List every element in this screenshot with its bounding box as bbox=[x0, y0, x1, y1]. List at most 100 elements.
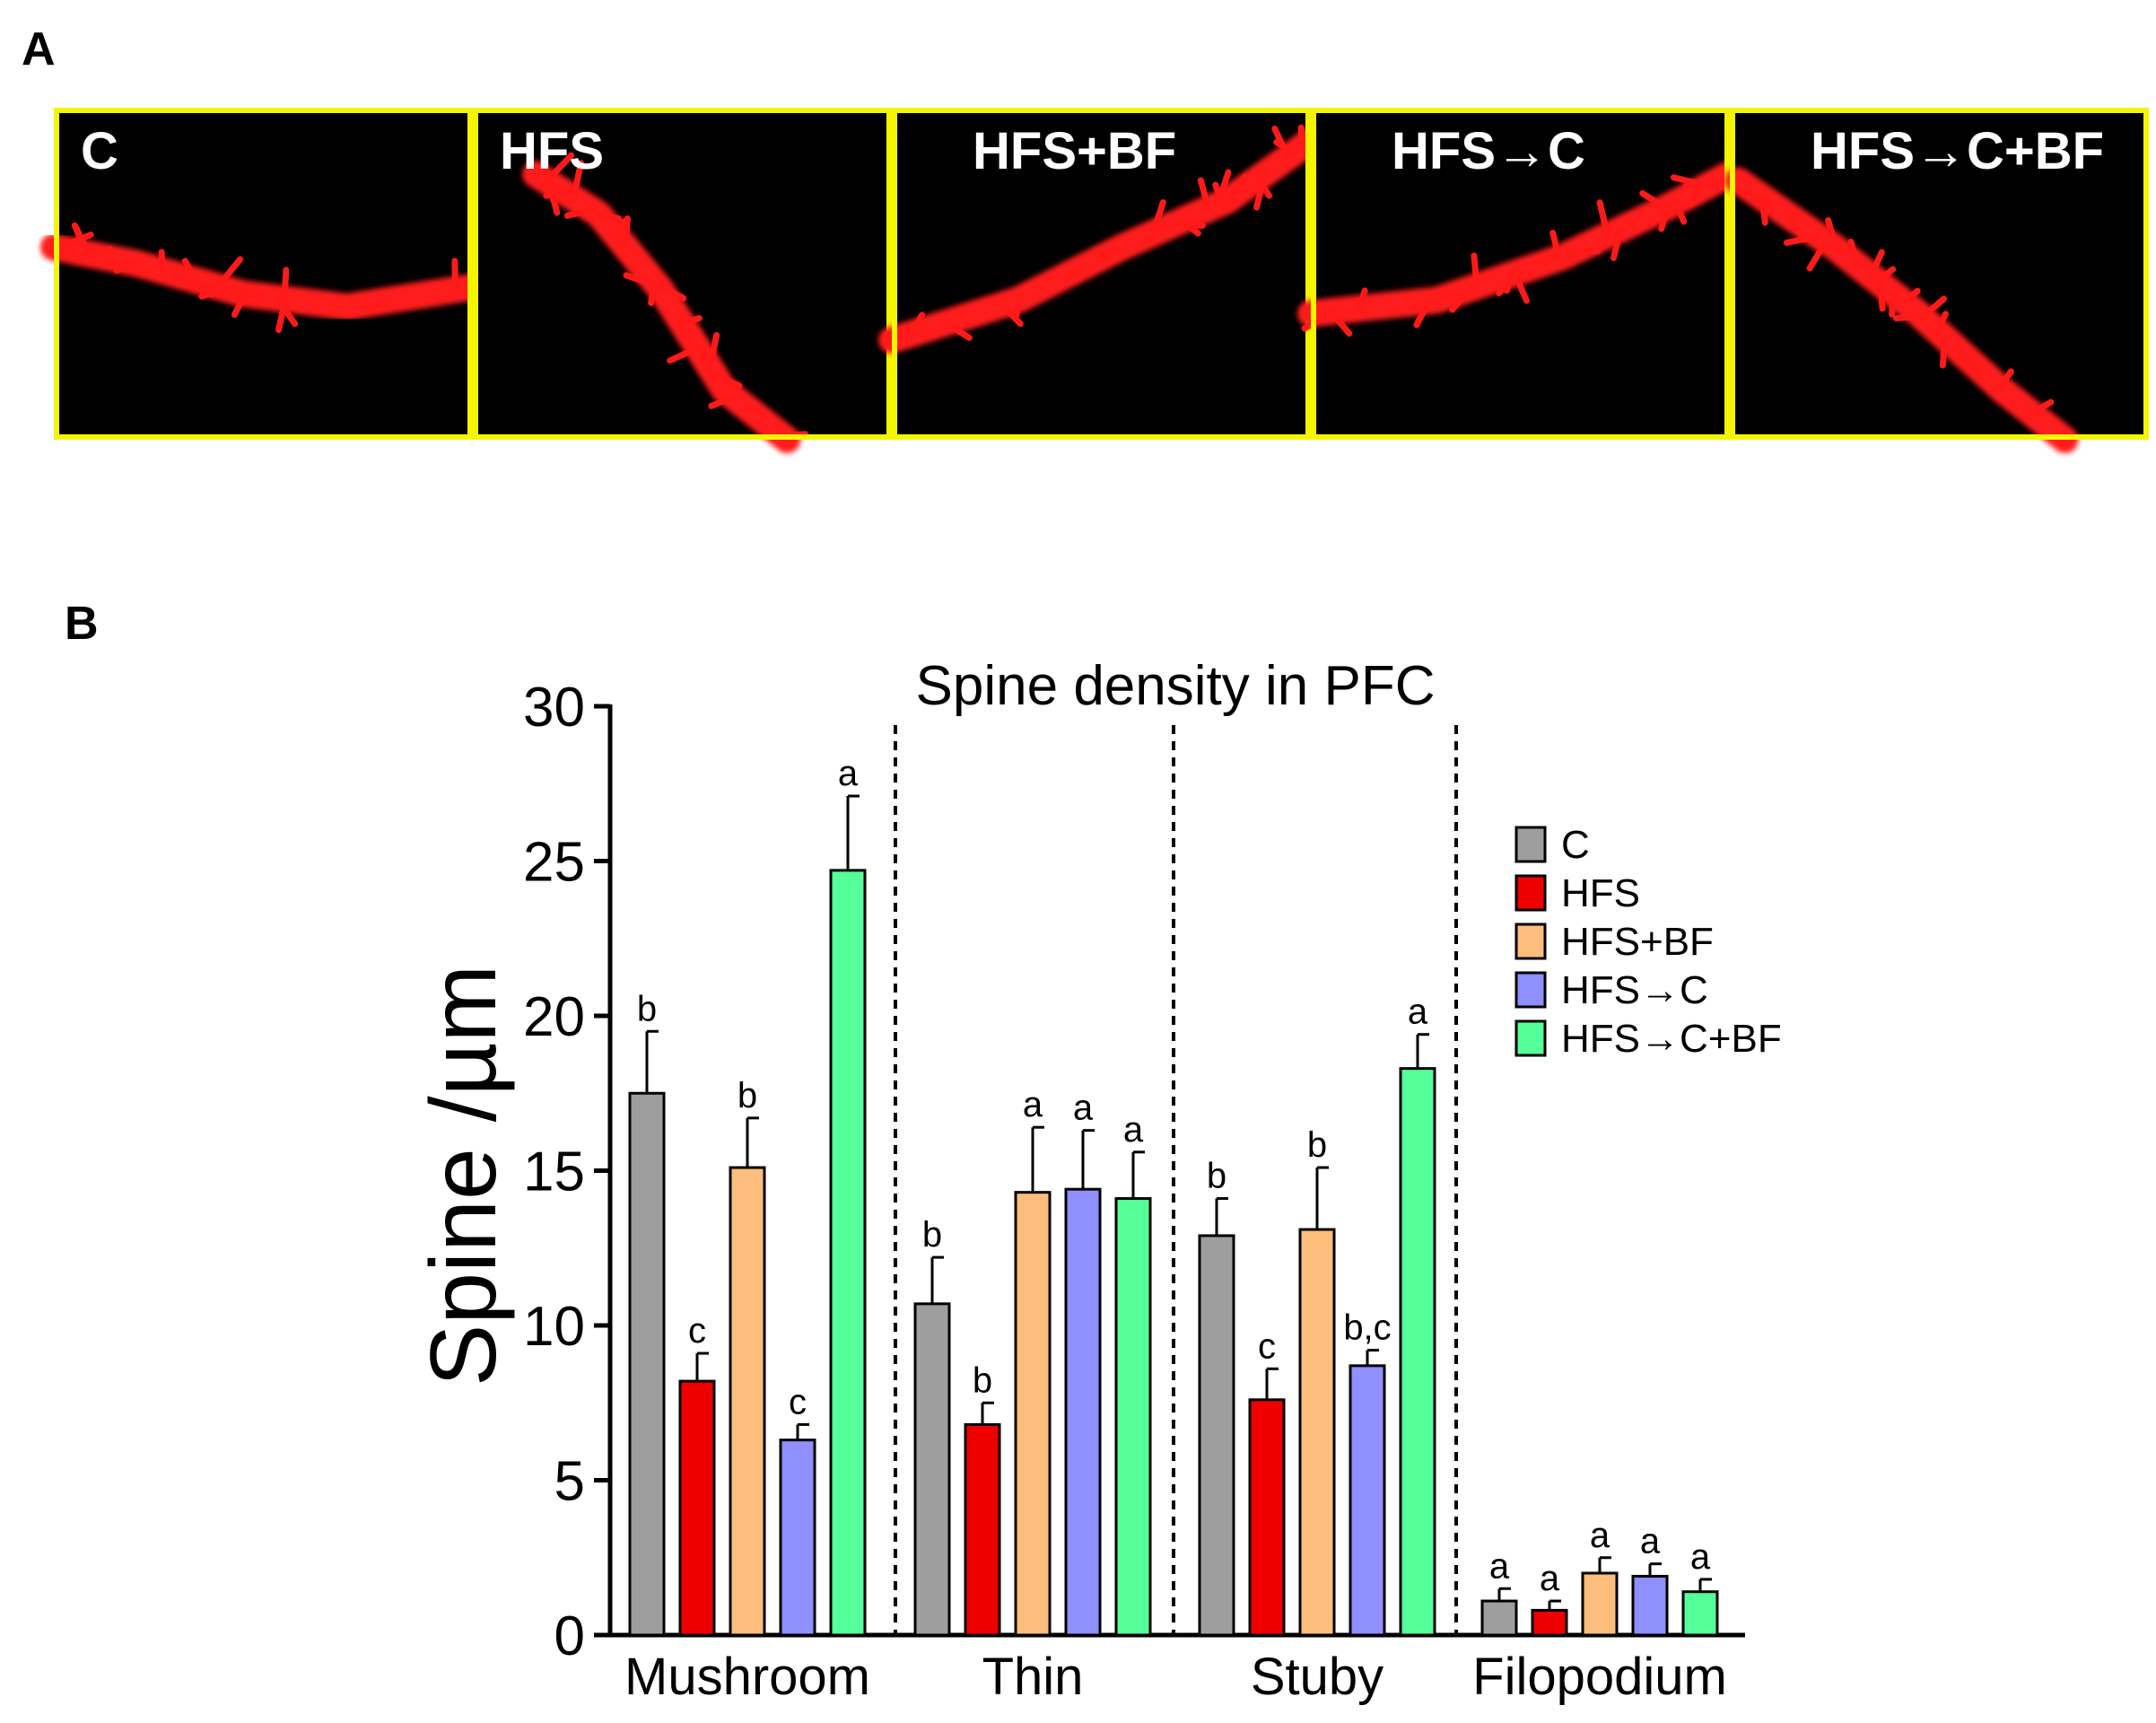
micrograph-panel: HFS bbox=[473, 108, 892, 453]
bar bbox=[1248, 1398, 1286, 1637]
bar bbox=[1480, 1599, 1518, 1637]
spine-shape bbox=[158, 249, 166, 275]
spine-shape bbox=[694, 342, 713, 371]
spine-shape bbox=[563, 206, 595, 219]
micrograph-label: HFS→C bbox=[1392, 122, 1585, 180]
spine-shape bbox=[1214, 169, 1232, 208]
spine-shape bbox=[942, 319, 973, 341]
micrograph-label: HFS+BF bbox=[973, 122, 1176, 180]
significance-label: a bbox=[838, 754, 859, 793]
spine-shape bbox=[104, 258, 132, 269]
spine-shape bbox=[746, 406, 769, 421]
spine-shape bbox=[1596, 199, 1611, 240]
bar bbox=[628, 1091, 666, 1637]
legend-swatch bbox=[1514, 1019, 1547, 1057]
category-label: Filopodium bbox=[1472, 1648, 1727, 1706]
spine-shape bbox=[1639, 189, 1669, 212]
spine-shape bbox=[708, 393, 737, 409]
legend-label: C bbox=[1561, 823, 1590, 867]
spine-shape bbox=[1153, 222, 1175, 237]
panel-a-letter: A bbox=[22, 23, 56, 75]
micrograph-frame bbox=[892, 108, 1311, 440]
bar bbox=[913, 1302, 951, 1637]
bar bbox=[779, 1439, 816, 1637]
significance-label: a bbox=[1023, 1085, 1043, 1124]
spine-shape bbox=[1496, 268, 1523, 297]
bar bbox=[1531, 1608, 1568, 1637]
spine-shape bbox=[451, 258, 458, 293]
spine-shape bbox=[198, 285, 229, 300]
bar bbox=[1631, 1574, 1669, 1637]
significance-label: c bbox=[688, 1311, 706, 1351]
spine-shape bbox=[181, 258, 199, 284]
spine-shape bbox=[55, 232, 94, 251]
spine-shape bbox=[546, 179, 561, 216]
spine-shape bbox=[1847, 238, 1861, 268]
bar bbox=[1014, 1191, 1052, 1637]
spine-shape bbox=[667, 345, 702, 364]
bar bbox=[1064, 1187, 1102, 1637]
spine-shape bbox=[1806, 238, 1829, 272]
bar bbox=[1581, 1571, 1619, 1637]
spine-shape bbox=[678, 315, 703, 327]
spine-shape bbox=[1063, 263, 1087, 282]
significance-label: b bbox=[637, 989, 657, 1028]
legend-label: HFS→C+BF bbox=[1561, 1017, 1782, 1061]
spine-shape bbox=[1933, 310, 1949, 334]
spine-shape bbox=[548, 179, 572, 198]
bar bbox=[1298, 1228, 1336, 1637]
spine-shape bbox=[1357, 287, 1368, 312]
spine-shape bbox=[71, 222, 91, 258]
spine-shape bbox=[1889, 290, 1897, 318]
micrograph-frame bbox=[1311, 108, 1730, 440]
spine-shape bbox=[2028, 398, 2055, 417]
y-tick-label: 30 bbox=[523, 677, 585, 739]
spine-shape bbox=[711, 372, 743, 389]
spine-shape bbox=[1413, 297, 1433, 328]
micrograph-background bbox=[892, 108, 1311, 440]
spine-shape bbox=[1919, 295, 1947, 320]
spine-shape bbox=[113, 260, 140, 274]
spine-shape bbox=[1301, 308, 1336, 332]
spine-shape bbox=[1610, 226, 1624, 261]
spine-shape bbox=[1471, 252, 1480, 290]
micrograph-frame bbox=[1730, 108, 2149, 440]
legend-swatch bbox=[1514, 971, 1547, 1009]
y-axis-title: Spine /µm bbox=[412, 965, 516, 1386]
significance-label: b bbox=[1207, 1157, 1226, 1196]
y-tick-label: 15 bbox=[523, 1141, 585, 1203]
spine-shape bbox=[1874, 266, 1897, 285]
spine-shape bbox=[1094, 247, 1120, 259]
significance-label: a bbox=[1640, 1522, 1661, 1561]
micrograph-strip: C HFS HFS+BF HFS→C HFS→C+BF bbox=[40, 108, 2149, 453]
significance-label: a bbox=[1073, 1089, 1094, 1128]
spine-shape bbox=[648, 278, 658, 307]
spine-shape bbox=[1436, 290, 1460, 300]
y-tick-label: 20 bbox=[523, 986, 585, 1048]
micrograph-panel: HFS→C+BF bbox=[1724, 108, 2149, 453]
spine-shape bbox=[1227, 173, 1248, 202]
spine-shape bbox=[231, 291, 249, 319]
spine-shape bbox=[1687, 185, 1706, 207]
significance-label: a bbox=[1540, 1559, 1560, 1598]
spine-shape bbox=[281, 267, 290, 302]
spine-shape bbox=[1197, 177, 1212, 213]
spine-shape bbox=[596, 211, 623, 223]
panel-b-letter: B bbox=[65, 598, 99, 650]
bar bbox=[1114, 1197, 1152, 1637]
dendrite-shape bbox=[878, 127, 1324, 354]
spine-shape bbox=[1759, 194, 1768, 226]
significance-label: a bbox=[1690, 1537, 1711, 1577]
spine-shape bbox=[1449, 285, 1473, 313]
significance-label: b,c bbox=[1343, 1308, 1391, 1348]
micrograph-label: C bbox=[81, 122, 118, 180]
spine-shape bbox=[1253, 170, 1269, 211]
spine-shape bbox=[231, 283, 263, 300]
significance-label: b bbox=[1307, 1125, 1327, 1165]
spine-shape bbox=[274, 294, 299, 328]
spine-shape bbox=[892, 327, 933, 343]
bar bbox=[678, 1379, 716, 1637]
spine-shape bbox=[614, 217, 628, 240]
spine-shape bbox=[361, 297, 391, 314]
